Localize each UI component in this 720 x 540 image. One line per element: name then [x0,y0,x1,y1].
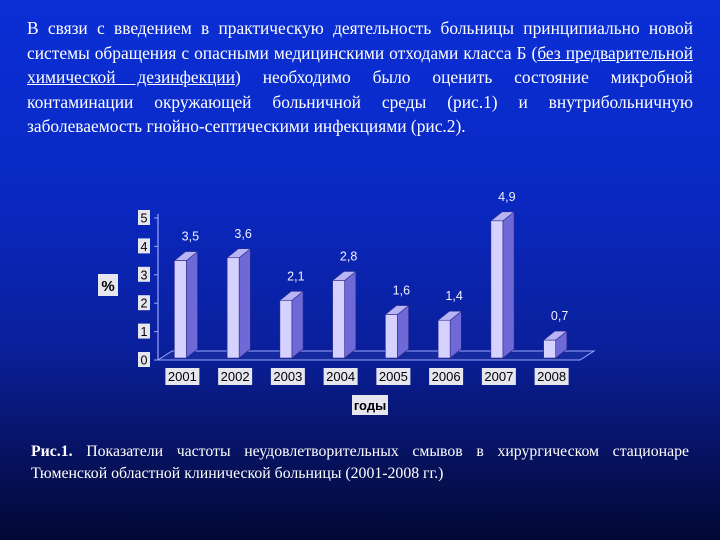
y-tick-label: 3 [141,268,148,282]
figure-caption: Рис.1. Показатели частоты неудовлетворит… [31,441,689,485]
x-tick-box [376,368,411,385]
intro-text-part1: В связи с введением в практическую деяте… [27,18,693,63]
data-label-2004: 2,8 [340,249,357,263]
x-tick-label-2004: 2004 [326,369,355,384]
x-tick-label-2007: 2007 [484,369,513,384]
y-tick-box [138,295,150,311]
x-tick-box [270,368,305,385]
bar-2006 [437,319,451,359]
bar-side-2002 [238,248,251,359]
y-tick-label: 5 [141,212,148,226]
bar-2001 [174,260,187,359]
intro-paragraph: В связи с введением в практическую деяте… [27,16,693,139]
bar-side-2004 [344,270,357,359]
y-tick-box [138,210,150,225]
data-label-2003: 2,1 [287,269,304,283]
y-axis-label-box [98,274,118,296]
data-label-2001: 3,5 [182,230,199,244]
y-tick-box [138,352,150,367]
data-label-2007: 4,9 [498,190,515,204]
y-tick-box [138,323,150,339]
data-label-2006: 1,4 [445,289,462,303]
x-tick-label-2003: 2003 [273,369,302,384]
x-tick-label-2008: 2008 [537,369,566,384]
bar-side-2001 [186,250,198,359]
bar-2004 [332,280,345,359]
bar-2005 [385,314,398,359]
bar-2002 [226,257,240,359]
bar-2008 [543,339,556,359]
labels-layer: 3,5 2001 3,6 2002 2,1 2003 2,8 2004 1,6 2005 1,4 20… [165,190,569,415]
x-tick-label-2001: 2001 [168,369,197,384]
y-axis-label: % [101,278,114,295]
x-axis-label: годы [354,398,386,413]
x-tick-box [218,368,253,385]
y-tick-label: 0 [141,354,148,368]
data-label-2005: 1,6 [393,284,410,298]
x-tick-label-2006: 2006 [432,369,461,384]
caption-label: Рис.1. [31,443,73,460]
bars-layer [173,211,568,359]
y-tick-label: 4 [141,240,148,254]
x-tick-label-2005: 2005 [379,369,408,384]
bar-side-2003 [291,290,304,359]
bar-2003 [279,300,293,359]
x-axis-label-box [352,395,388,415]
x-tick-box [165,368,200,385]
x-tick-box [323,368,358,385]
caption-text: Показатели частоты неудовлетворительных … [31,443,689,482]
intro-text-part2: ) необходимо было оценить состояние микр… [27,67,693,136]
x-tick-label-2002: 2002 [221,369,250,384]
axis-layer: 0 1 2 3 4 5% [98,210,596,368]
x-tick-box [481,368,516,385]
data-label-2002: 3,6 [234,227,251,241]
bar-2007 [490,220,504,359]
chart-floor [156,350,596,361]
intro-underlined-text: без предварительной химической дезинфекц… [27,42,693,88]
bar-chart: 0 1 2 3 4 5% 3,5 2001 3,6 2002 2,1 2003 2,8 2004 1,6 2… [98,190,596,415]
x-tick-box [534,368,569,385]
bar-side-2007 [502,211,515,359]
y-tick-label: 2 [141,297,148,311]
data-label-2008: 0,7 [551,309,568,323]
y-tick-box [138,266,150,282]
y-tick-label: 1 [141,325,148,339]
y-tick-box [138,238,150,254]
x-tick-box [429,368,464,385]
